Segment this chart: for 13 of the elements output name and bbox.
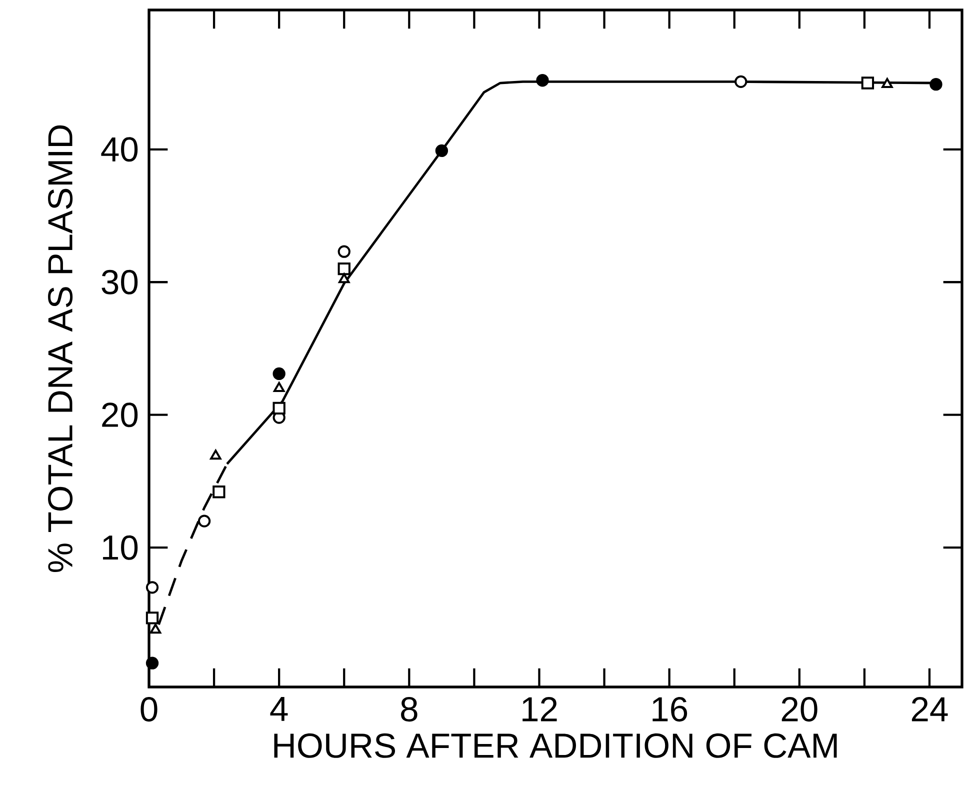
y-tick-label: 40 [101,137,138,162]
x-tick-label: 4 [270,697,288,721]
x-tick-label: 20 [782,697,818,722]
x-tick-label: 12 [522,697,557,722]
x-axis-title: HOURS AFTER ADDITION OF CAM [274,733,837,758]
y-tick-label: 10 [103,535,138,560]
x-tick-label: 8 [401,697,418,722]
x-tick-label: 16 [652,697,688,722]
x-tick-label: 0 [140,697,158,722]
x-tick-label: 24 [912,697,948,722]
y-tick-label: 30 [102,270,138,294]
y-axis-title: % TOTAL DNA AS PLASMID [48,125,73,572]
y-tick-label: 20 [102,402,138,428]
